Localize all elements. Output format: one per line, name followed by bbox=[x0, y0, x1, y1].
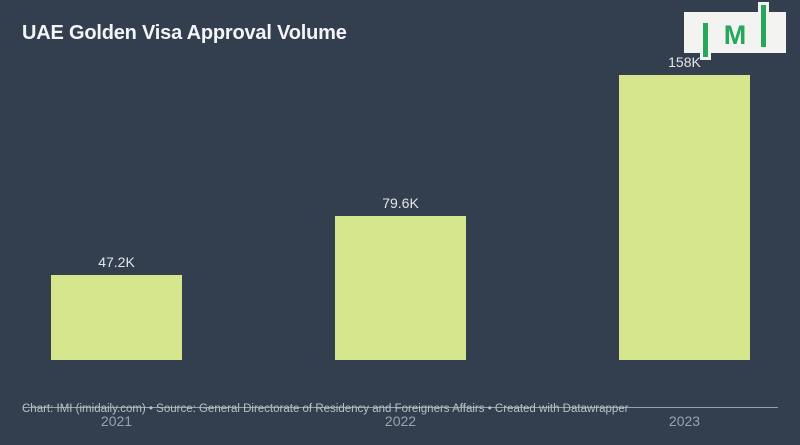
bar-chart: 47.2K 79.6K 158K 2021 2022 2023 bbox=[0, 48, 800, 429]
bar-value-label: 47.2K bbox=[98, 254, 135, 270]
bar-value-label: 158K bbox=[668, 54, 701, 70]
bar-group: 158K bbox=[619, 55, 750, 360]
bar[interactable] bbox=[335, 216, 466, 360]
x-axis-tick-label: 2023 bbox=[668, 413, 701, 429]
bar-group: 47.2K bbox=[51, 255, 182, 360]
bar-value-label: 79.6K bbox=[382, 195, 419, 211]
imi-logo[interactable]: M bbox=[684, 2, 786, 60]
logo-left-bar-icon bbox=[703, 23, 708, 57]
bars-container: 47.2K 79.6K 158K bbox=[51, 48, 750, 360]
imi-logo-box: M bbox=[684, 2, 786, 60]
bar[interactable] bbox=[51, 275, 182, 360]
x-axis-tick-label: 2022 bbox=[384, 413, 417, 429]
logo-monogram: M bbox=[723, 20, 747, 50]
bar-group: 79.6K bbox=[335, 196, 466, 360]
page-title: UAE Golden Visa Approval Volume bbox=[22, 22, 347, 44]
x-axis-line bbox=[23, 407, 778, 408]
x-axis-labels: 2021 2022 2023 bbox=[51, 413, 750, 429]
attribution-text: Chart: IMI (imidaily.com) • Source: Gene… bbox=[22, 403, 629, 415]
logo-right-bar-icon bbox=[761, 5, 766, 47]
x-axis-tick-label: 2021 bbox=[100, 413, 133, 429]
bar[interactable] bbox=[619, 75, 750, 360]
